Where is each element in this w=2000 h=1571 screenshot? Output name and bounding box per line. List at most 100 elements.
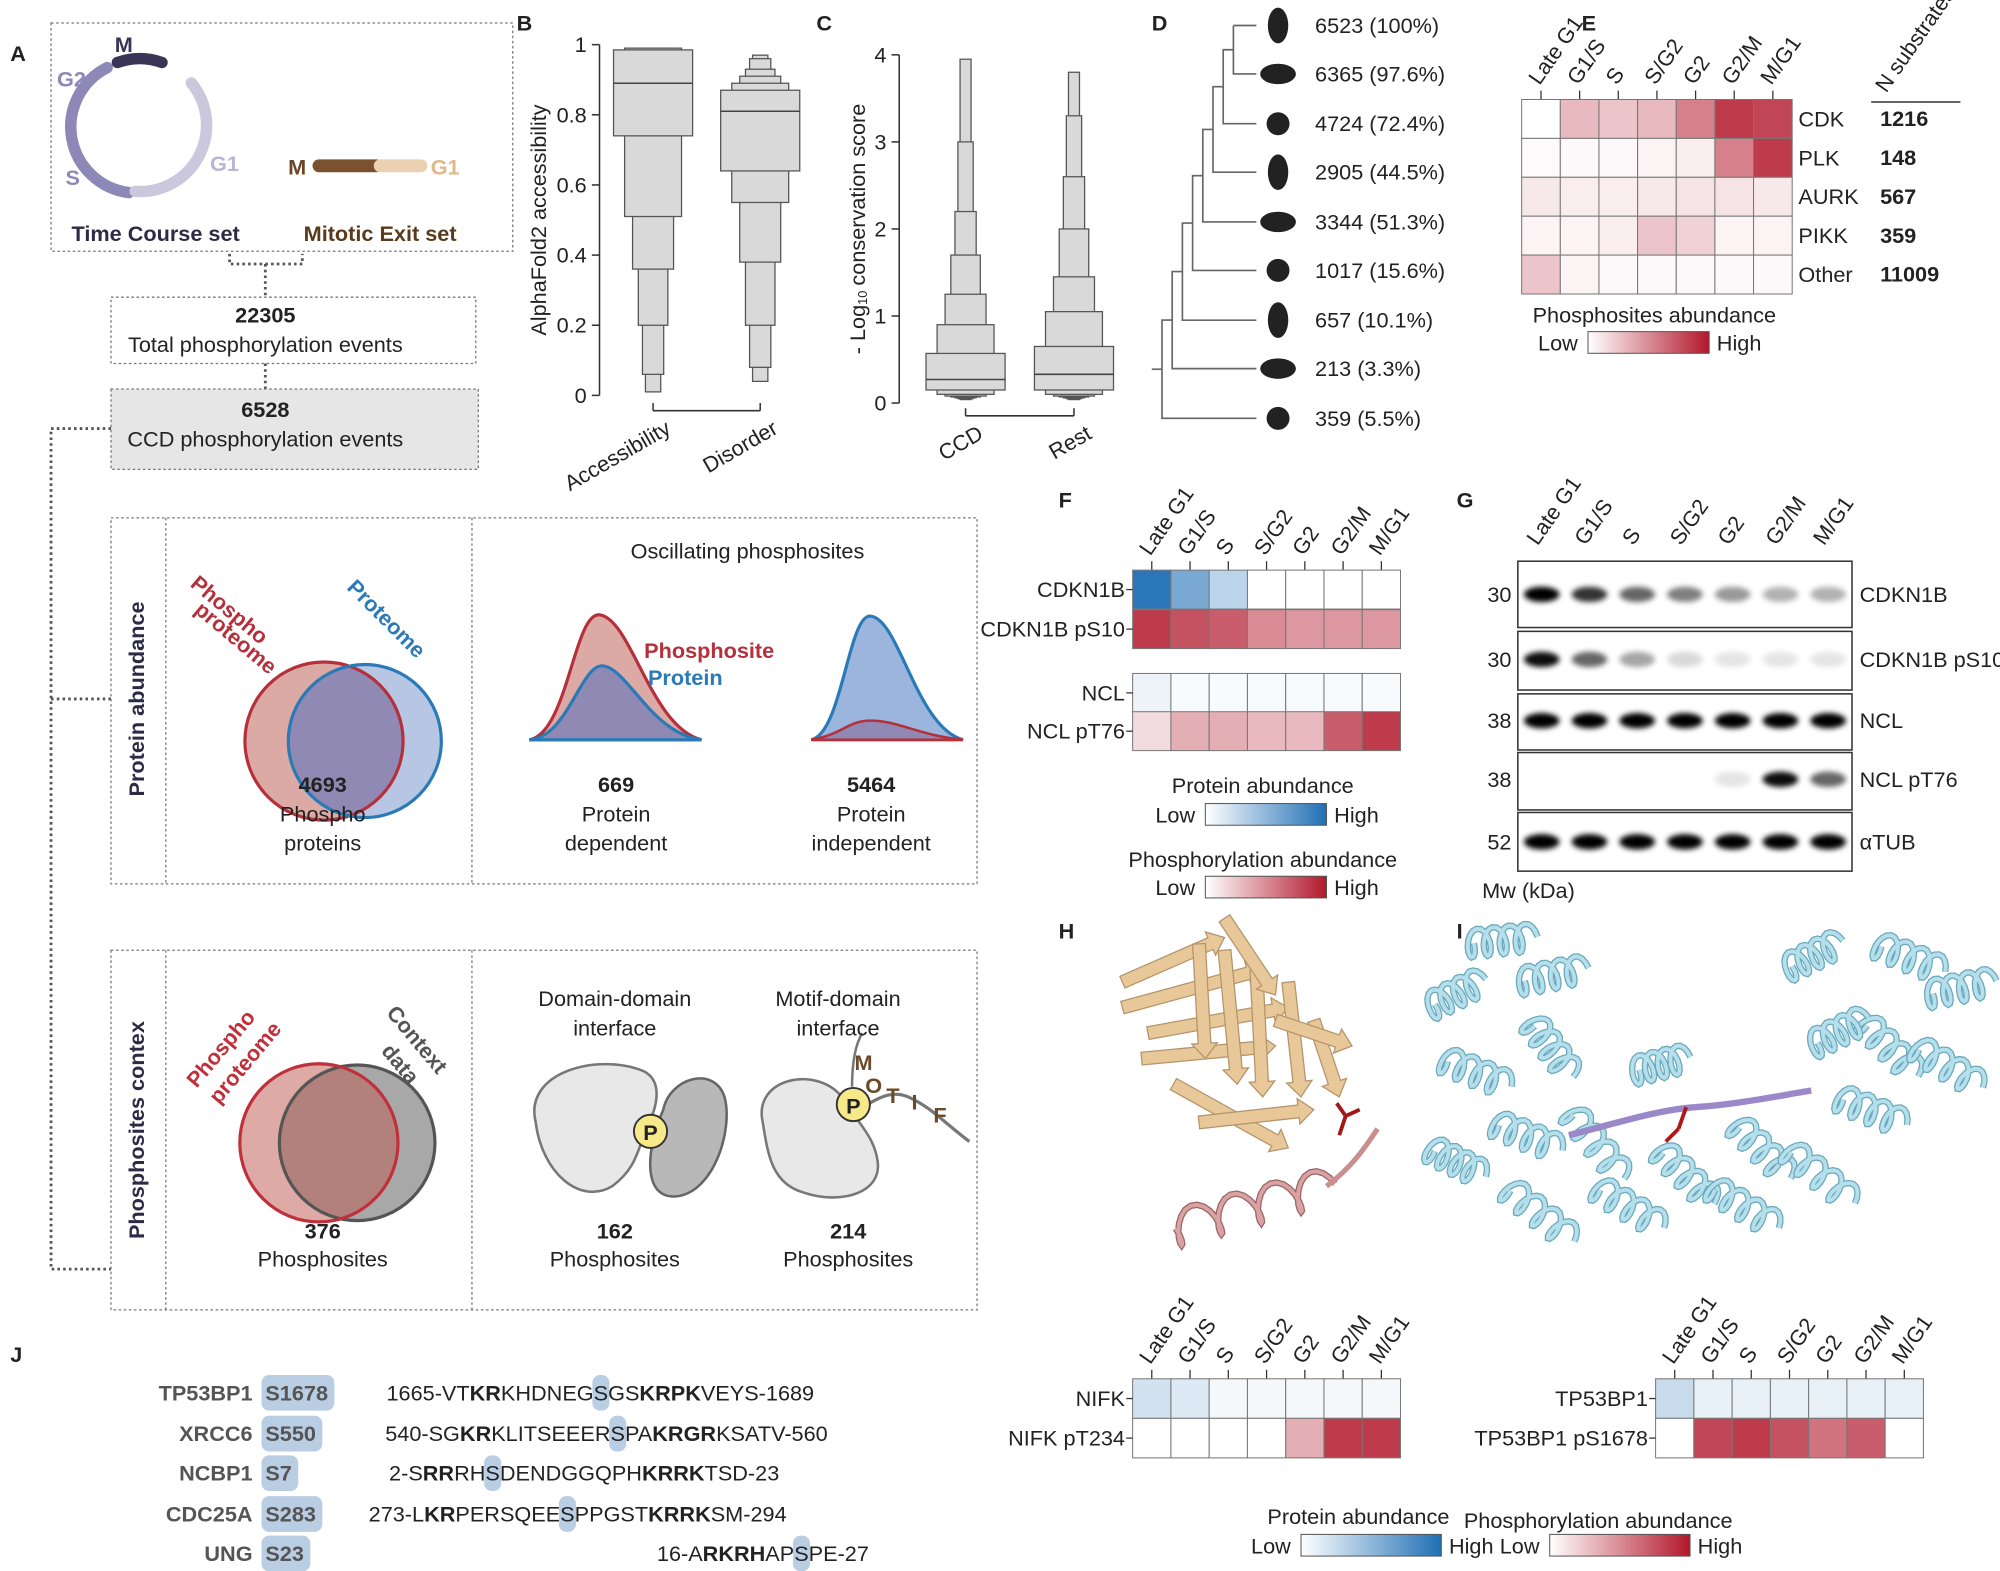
- band: [1762, 712, 1799, 729]
- phosphosite-curve: [811, 719, 964, 742]
- row-label: AURK: [1798, 184, 1859, 209]
- heat-cell: [1285, 1378, 1325, 1419]
- sequence-segment: TSD-23: [705, 1461, 780, 1486]
- band: [1667, 772, 1703, 787]
- heat-cell: [1808, 1378, 1848, 1419]
- subsection-title: Domain-domain: [538, 986, 691, 1011]
- phase-label: G1: [431, 155, 460, 180]
- helix: [1808, 1006, 1870, 1060]
- phase-label: M: [288, 155, 306, 180]
- band: [1619, 712, 1656, 729]
- tree-branch: [1161, 319, 1257, 420]
- y-tick-label: 4: [874, 42, 886, 67]
- heat-cell: [1132, 1378, 1172, 1419]
- panel-label: J: [10, 1342, 22, 1367]
- cycle-arc: [65, 61, 135, 199]
- heat-cell: [1170, 609, 1210, 650]
- total-box: [110, 296, 477, 365]
- venn-overlap: [288, 664, 404, 818]
- phospho-site: [632, 1113, 669, 1149]
- heat-cell: [1637, 176, 1677, 217]
- connector: [49, 253, 304, 1271]
- beta-strand: [1197, 1097, 1315, 1130]
- site-symbol: P: [643, 1120, 657, 1145]
- band: [1667, 651, 1703, 668]
- protein-name: UNG: [204, 1541, 252, 1566]
- protein-name: XRCC6: [179, 1421, 252, 1446]
- legend-low: Low: [1155, 803, 1195, 828]
- blot-frame: [1517, 630, 1853, 691]
- column-label: G2/M: [1848, 1310, 1899, 1368]
- count: 162: [597, 1218, 633, 1243]
- sequence-segment: RH: [454, 1461, 485, 1486]
- heat-cell: [1675, 98, 1716, 139]
- band: [1619, 834, 1656, 850]
- count: 22305: [235, 303, 295, 328]
- species-count: 4724 (72.4%): [1315, 111, 1445, 136]
- venn-circle: [277, 1063, 437, 1223]
- legend-high: High: [1717, 331, 1762, 356]
- legend-title: Protein abundance: [1267, 1504, 1449, 1529]
- heat-cell: [1208, 569, 1248, 610]
- species-count: 6365 (97.6%): [1315, 61, 1445, 86]
- sequence-segment: 16-A: [657, 1541, 703, 1566]
- column-label: G2: [1678, 51, 1715, 89]
- helix: [1782, 930, 1845, 983]
- species-count: 213 (3.3%): [1315, 356, 1421, 381]
- sequence-segment: S: [594, 1380, 608, 1405]
- boxen-box: [612, 49, 694, 137]
- heat-cell: [1323, 1378, 1363, 1419]
- x-tick-label: Disorder: [698, 415, 781, 478]
- venn-label: Proteome: [342, 574, 430, 662]
- heat-cell: [1361, 1417, 1402, 1459]
- column-label: G2: [1287, 521, 1324, 559]
- venn-circle: [286, 662, 443, 820]
- lane-label: G1/S: [1569, 494, 1618, 549]
- blot-frame: [1517, 751, 1853, 811]
- band: [1619, 586, 1656, 603]
- heat-cell: [1637, 137, 1677, 178]
- lane-label: G2: [1712, 511, 1749, 549]
- sequence-segment: 2-S: [389, 1461, 423, 1486]
- motif-chain: [866, 1092, 971, 1143]
- row-label: NCL: [1082, 680, 1125, 705]
- panel-label: A: [10, 41, 26, 66]
- y-tick-label: 1: [575, 32, 587, 57]
- heat-cell: [1208, 672, 1248, 713]
- sequence-segment: 540-SG: [385, 1421, 460, 1446]
- heat-cell: [1598, 137, 1639, 178]
- species-count: 2905 (44.5%): [1315, 160, 1445, 185]
- helix: [1498, 1181, 1579, 1243]
- helix: [1630, 1043, 1693, 1087]
- heat-cell: [1361, 711, 1402, 752]
- site-badge: [261, 1415, 323, 1452]
- count: 376: [305, 1218, 341, 1243]
- blot-label: CDKN1B pS10: [1860, 647, 2000, 672]
- heat-cell: [1285, 672, 1325, 713]
- site-badge: [261, 1496, 323, 1532]
- heat-cell: [1675, 176, 1716, 217]
- site-highlight: [484, 1455, 502, 1492]
- column-label: S: [1210, 1342, 1239, 1368]
- species-icon: [1267, 154, 1289, 191]
- sequence-segment: GS: [608, 1380, 639, 1405]
- heat-cell: [1731, 1417, 1771, 1459]
- band: [1810, 834, 1847, 850]
- protein-name: CDC25A: [166, 1501, 253, 1526]
- heat-cell: [1285, 569, 1325, 610]
- helix: [1925, 967, 1999, 1011]
- y-axis-label: - Log10 conservation score: [845, 104, 870, 355]
- x-tick-label: Rest: [1044, 420, 1095, 464]
- protein-curve: [529, 664, 702, 742]
- heat-cell: [1693, 1378, 1733, 1419]
- sequence-segment: KRGR: [652, 1421, 716, 1446]
- y-tick-label: 0.6: [557, 172, 587, 197]
- band: [1524, 772, 1560, 787]
- helix: [1870, 933, 1948, 980]
- heat-cell: [1637, 98, 1677, 139]
- row-total: 148: [1880, 145, 1916, 170]
- helix: [1558, 1107, 1632, 1180]
- heat-cell: [1753, 137, 1793, 178]
- band: [1571, 834, 1608, 850]
- heat-cell: [1637, 254, 1677, 295]
